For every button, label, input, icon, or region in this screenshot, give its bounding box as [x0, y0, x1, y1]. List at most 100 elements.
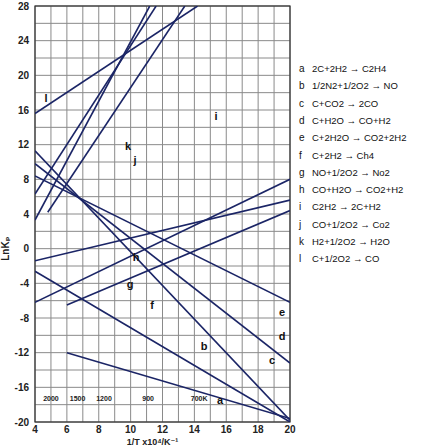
line-letter: i [214, 110, 217, 122]
y-grid-line [35, 352, 290, 353]
y-grid-line [35, 75, 290, 76]
temperature-label: 900 [142, 395, 154, 402]
y-grid-line [35, 387, 290, 388]
legend-letter: j [298, 219, 301, 230]
reaction-line [35, 176, 290, 303]
line-letter: b [201, 340, 208, 352]
reaction-line [35, 179, 290, 302]
legend-reaction: CO+H2O → CO2+H2 [312, 184, 403, 195]
x-tick-label: 14 [189, 424, 201, 435]
y-minor-grid-line [35, 335, 290, 336]
y-grid-line [35, 248, 290, 249]
line-letter: a [217, 394, 224, 406]
y-tick-label: -4 [20, 278, 29, 289]
y-tick-label: 0 [23, 243, 29, 254]
chart: 468101214161820-20-16-12-8-4048121620242… [0, 0, 431, 447]
y-tick-label: -20 [15, 417, 30, 428]
legend-reaction: C+CO2 → 2CO [312, 98, 378, 109]
temperature-label: 700K [191, 395, 208, 402]
y-grid-line [35, 179, 290, 180]
reaction-line [35, 151, 290, 421]
y-tick-label: 16 [18, 105, 30, 116]
legend-reaction: NO+1/2O2 → No2 [312, 167, 390, 178]
background [0, 0, 431, 447]
y-grid-line [35, 214, 290, 215]
line-letter: e [279, 306, 285, 318]
line-letter: f [150, 299, 154, 311]
reaction-line [35, 6, 198, 113]
legend-letter: a [299, 63, 305, 74]
legend-reaction: 2C+2H2 → C2H4 [312, 63, 386, 74]
x-tick-label: 10 [125, 424, 137, 435]
line-letter: j [132, 154, 136, 166]
legend-reaction: C+2H2O → CO2+2H2 [312, 132, 407, 143]
reaction-line [35, 6, 150, 220]
x-tick-label: 18 [253, 424, 265, 435]
y-axis-title: LnKₚ [0, 236, 11, 260]
y-minor-grid-line [35, 266, 290, 267]
legend-letter: g [299, 167, 305, 178]
y-tick-label: 12 [18, 139, 30, 150]
legend-reaction: C+2H2 → Ch4 [312, 150, 374, 161]
y-minor-grid-line [35, 92, 290, 93]
legend-letter: k [299, 236, 305, 247]
y-tick-label: 20 [18, 70, 30, 81]
legend-letter: c [299, 98, 304, 109]
legend-reaction: C+H2O → CO+H2 [312, 115, 391, 126]
y-minor-grid-line [35, 162, 290, 163]
y-grid-line [35, 144, 290, 145]
x-tick-label: 4 [32, 424, 38, 435]
line-letter: g [127, 278, 134, 290]
legend-letter: h [299, 184, 305, 195]
y-tick-label: -8 [20, 313, 29, 324]
x-tick-label: 20 [284, 424, 296, 435]
grid [35, 6, 290, 422]
y-tick-label: 4 [23, 209, 29, 220]
line-letter: k [125, 140, 132, 152]
y-tick-label: -12 [15, 347, 30, 358]
legend-reaction: C+1/2O2 → CO [312, 253, 379, 264]
plot-frame [35, 6, 290, 422]
legend-reaction: H2+1/2O2 → H2O [312, 236, 390, 247]
y-minor-grid-line [35, 127, 290, 128]
y-minor-grid-line [35, 300, 290, 301]
y-tick-label: 28 [18, 1, 30, 12]
x-tick-label: 8 [96, 424, 102, 435]
line-letter: h [133, 251, 140, 263]
reaction-line [35, 6, 156, 194]
reaction-line [35, 164, 290, 363]
legend-letter: f [299, 150, 302, 161]
y-minor-grid-line [35, 58, 290, 59]
legend-letter: l [299, 253, 301, 264]
legend-reaction: C2H2 → 2C+H2 [312, 201, 381, 212]
line-letters: a b cde f g h i jk l [44, 92, 285, 406]
x-tick-label: 6 [64, 424, 70, 435]
temperature-labels: 200015001200900700K [43, 395, 207, 402]
lines [35, 6, 290, 422]
legend-letter: b [299, 80, 305, 91]
temperature-label: 2000 [43, 395, 59, 402]
line-letter: d [279, 330, 286, 342]
x-axis-title: 1/T x10⁴/K⁻¹ [127, 437, 179, 447]
line-letter: c [269, 354, 275, 366]
line-letter: l [44, 92, 47, 104]
temperature-label: 1500 [70, 395, 86, 402]
y-grid-line [35, 110, 290, 111]
x-tick-label: 12 [157, 424, 169, 435]
y-grid-line [35, 318, 290, 319]
tick-labels: 468101214161820-20-16-12-8-4048121620242… [15, 1, 296, 436]
legend-reaction: CO+1/2O2 → Co2 [312, 219, 390, 230]
reaction-line [35, 271, 290, 422]
y-minor-grid-line [35, 404, 290, 405]
reaction-line [67, 211, 290, 305]
y-minor-grid-line [35, 370, 290, 371]
legend-reaction: 1/2N2+1/2O2 → NO [312, 80, 398, 91]
legend: a 2C+2H2 → C2H4 b 1/2N2+1/2O2 → NO c C+CO2 → … [298, 63, 407, 264]
reaction-line [48, 6, 185, 212]
reaction-line [35, 200, 290, 261]
x-tick-label: 16 [221, 424, 233, 435]
legend-letter: i [299, 201, 301, 212]
y-tick-label: 8 [23, 174, 29, 185]
legend-letter: d [299, 115, 305, 126]
y-tick-label: -16 [15, 382, 30, 393]
